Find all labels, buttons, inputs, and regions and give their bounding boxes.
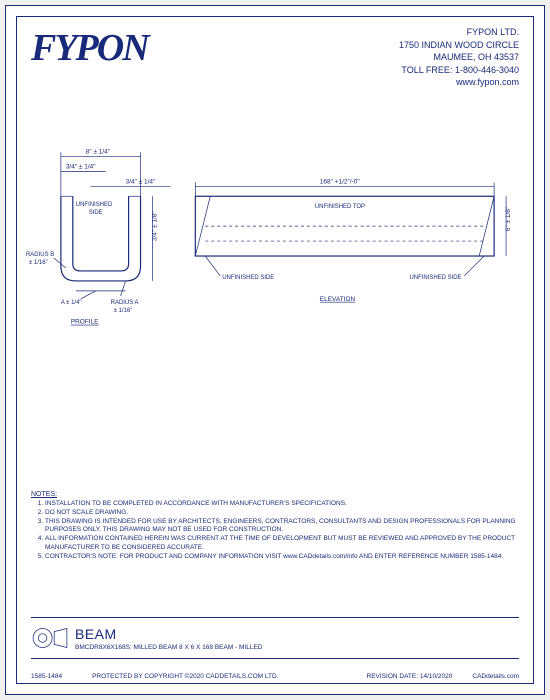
- footer-revision: REVISION DATE: 14/10/2020: [367, 673, 453, 680]
- company-website-link[interactable]: www.fypon.com: [456, 77, 519, 87]
- note-item: THIS DRAWING IS INTENDED FOR USE BY ARCH…: [45, 518, 519, 536]
- dim-width: 8" ± 1/4": [86, 148, 111, 155]
- dim-elev-length: 168" +1/2"/-0": [320, 178, 361, 185]
- company-info: FYPON LTD. 1750 INDIAN WOOD CIRCLE MAUME…: [399, 26, 519, 89]
- footer-ref: 1585-1484: [31, 673, 62, 680]
- profile-view: 8" ± 1/4" 3/4" ± 1/4" 3/4" ± 1/4" UNFINI…: [26, 148, 170, 325]
- drawing-subtitle: BMCDR8X6X168S: MILLED BEAM 8 X 6 X 168 B…: [75, 644, 263, 651]
- projection-symbol-icon: [31, 619, 69, 657]
- footer-brand: CADdetails.com: [472, 673, 519, 680]
- company-name: FYPON LTD.: [399, 26, 519, 39]
- notes-list: INSTALLATION TO BE COMPLETED IN ACCORDAN…: [45, 500, 519, 561]
- svg-text:± 1/16": ± 1/16": [114, 308, 133, 314]
- company-address1: 1750 INDIAN WOOD CIRCLE: [399, 39, 519, 52]
- title-text: BEAM BMCDR8X6X168S: MILLED BEAM 8 X 6 X …: [69, 626, 263, 651]
- header: FYPON FYPON LTD. 1750 INDIAN WOOD CIRCLE…: [31, 26, 519, 89]
- page: FYPON FYPON LTD. 1750 INDIAN WOOD CIRCLE…: [5, 5, 545, 695]
- note-item: CONTRACTOR'S NOTE: FOR PRODUCT AND COMPA…: [45, 553, 519, 562]
- title-block: BEAM BMCDR8X6X168S: MILLED BEAM 8 X 6 X …: [31, 617, 519, 659]
- unfinished-side-left: UNFINISHED SIDE: [222, 275, 274, 281]
- radius-a-label: RADIUS A: [111, 300, 139, 306]
- notes-block: NOTES: INSTALLATION TO BE COMPLETED IN A…: [31, 491, 519, 561]
- elevation-view: 168" +1/2"/-0" UNFINISHED TOP 6" ± 1/8" …: [195, 178, 512, 303]
- profile-label: PROFILE: [71, 319, 99, 326]
- footer: 1585-1484 PROTECTED BY COPYRIGHT ©2020 C…: [31, 673, 519, 680]
- note-item: ALL INFORMATION CONTAINED HEREIN WAS CUR…: [45, 535, 519, 553]
- unfinished-side-label: UNFINISHED: [76, 202, 113, 208]
- unfinished-side-right: UNFINISHED SIDE: [409, 275, 461, 281]
- note-item: INSTALLATION TO BE COMPLETED IN ACCORDAN…: [45, 500, 519, 509]
- svg-text:SIDE: SIDE: [89, 210, 103, 216]
- radius-b-label: RADIUS B: [26, 252, 54, 258]
- dim-a: A ± 1/4": [61, 300, 82, 306]
- svg-text:± 1/16": ± 1/16": [29, 260, 48, 266]
- dim-profile-height: 3/4" ± 1/8": [151, 211, 158, 241]
- elevation-label: ELEVATION: [320, 296, 356, 303]
- drawing-title: BEAM: [75, 626, 263, 642]
- footer-copyright: PROTECTED BY COPYRIGHT ©2020 CADDETAILS.…: [92, 673, 278, 680]
- company-tollfree: TOLL FREE: 1-800-446-3040: [399, 64, 519, 77]
- note-item: DO NOT SCALE DRAWING.: [45, 509, 519, 518]
- notes-title: NOTES:: [31, 491, 519, 498]
- drawing-area: 8" ± 1/4" 3/4" ± 1/4" 3/4" ± 1/4" UNFINI…: [26, 136, 524, 386]
- dim-inner2: 3/4" ± 1/4": [126, 178, 156, 185]
- unfinished-top-label: UNFINISHED TOP: [315, 204, 365, 210]
- dim-elev-height: 6" ± 1/8": [505, 206, 512, 231]
- logo: FYPON: [31, 26, 148, 70]
- dim-inner1: 3/4" ± 1/4": [66, 163, 96, 170]
- company-address2: MAUMEE, OH 43537: [399, 51, 519, 64]
